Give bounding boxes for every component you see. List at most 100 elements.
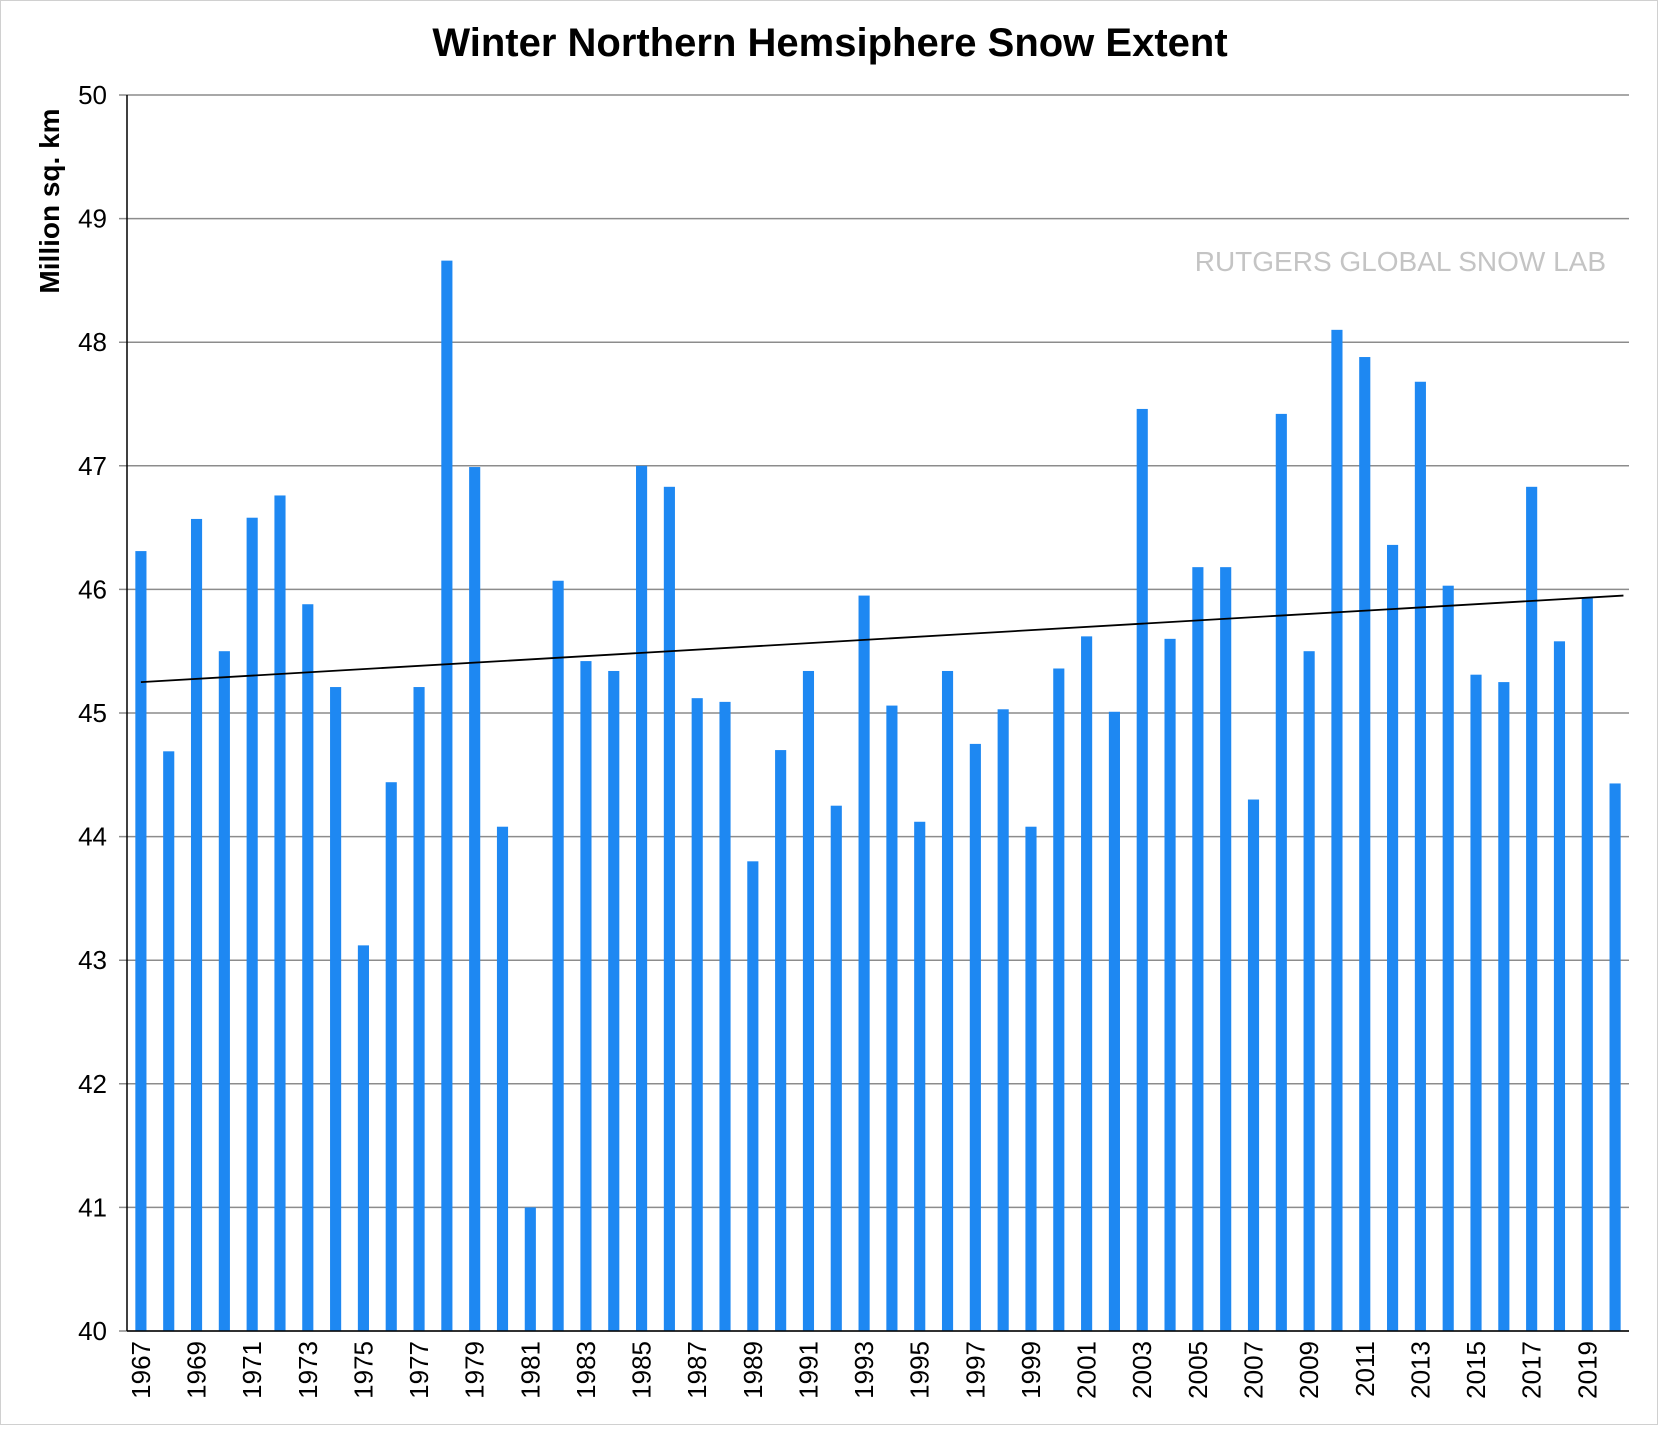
bar-1988 <box>719 701 731 1331</box>
bar-1975 <box>357 945 369 1331</box>
y-tick-label: 46 <box>78 574 107 604</box>
trendline-layer <box>140 594 1624 683</box>
bar-1976 <box>385 782 397 1331</box>
bar-1979 <box>469 467 481 1331</box>
bar-1968 <box>163 751 175 1331</box>
bar-1970 <box>218 651 230 1331</box>
bar-2000 <box>1053 668 1065 1331</box>
x-tick-label: 1969 <box>182 1341 212 1399</box>
trendline <box>140 594 1624 683</box>
bar-1990 <box>775 750 787 1331</box>
x-tick-label: 1983 <box>571 1341 601 1399</box>
bar-2010 <box>1331 329 1343 1332</box>
bar-1969 <box>190 518 203 1331</box>
bar-1993 <box>858 595 870 1331</box>
bar-1977 <box>413 687 425 1331</box>
bar-2009 <box>1303 651 1315 1331</box>
x-tick-label: 2003 <box>1127 1341 1157 1399</box>
bar-1971 <box>246 517 258 1331</box>
bar-2012 <box>1387 544 1399 1331</box>
bar-2020 <box>1609 783 1621 1331</box>
x-tick-label: 2013 <box>1405 1341 1435 1399</box>
x-tick-label: 2015 <box>1461 1341 1491 1399</box>
x-tick-label: 2005 <box>1183 1341 1213 1399</box>
y-axis-label: Million sq. km <box>34 108 65 293</box>
bar-2014 <box>1442 585 1454 1331</box>
y-tick-label: 50 <box>78 80 107 110</box>
x-tick-labels: 1967 1969 1971 1973 1975 1977 1979 1981 1983 1985… <box>126 1341 1602 1399</box>
axes <box>126 95 1629 1332</box>
x-tick-label: 2019 <box>1572 1341 1602 1399</box>
x-tick-label: 1975 <box>348 1341 378 1399</box>
bar-2006 <box>1220 567 1232 1331</box>
bar-2013 <box>1414 381 1426 1331</box>
x-tick-label: 1987 <box>682 1341 712 1399</box>
x-tick-label: 1995 <box>905 1341 935 1399</box>
y-tick-labels: 40 41 42 43 44 45 46 47 48 49 50 <box>78 80 107 1346</box>
x-tick-label: 1981 <box>515 1341 545 1399</box>
bar-1997 <box>969 743 981 1331</box>
bar-2015 <box>1470 674 1482 1331</box>
bar-2001 <box>1081 636 1093 1331</box>
bar-1985 <box>636 465 648 1331</box>
bar-2017 <box>1526 486 1538 1331</box>
bar-1980 <box>496 826 509 1331</box>
bar-2004 <box>1164 638 1176 1331</box>
x-tick-label: 2001 <box>1072 1341 1102 1399</box>
bar-1998 <box>997 709 1009 1331</box>
bar-1992 <box>830 805 842 1331</box>
x-tick-label: 1997 <box>960 1341 990 1399</box>
y-tick-label: 41 <box>78 1192 107 1222</box>
bar-2019 <box>1581 598 1593 1331</box>
bar-1967 <box>135 551 147 1331</box>
x-tick-label: 2017 <box>1517 1341 1547 1399</box>
x-tick-label: 1971 <box>237 1341 267 1399</box>
bar-1987 <box>691 698 703 1331</box>
x-tick-label: 1989 <box>738 1341 768 1399</box>
x-tick-label: 1973 <box>293 1341 323 1399</box>
x-tick-label: 1979 <box>460 1341 490 1399</box>
x-tick-label: 2011 <box>1350 1341 1380 1397</box>
bar-1991 <box>802 670 815 1331</box>
bar-1978 <box>441 260 453 1331</box>
bar-2018 <box>1553 641 1566 1331</box>
x-tick-label: 1985 <box>627 1341 657 1399</box>
x-tick-label: 1977 <box>404 1341 434 1399</box>
bars <box>135 260 1621 1332</box>
y-tick-label: 40 <box>78 1316 107 1346</box>
bar-1982 <box>552 580 564 1331</box>
bar-1995 <box>914 821 926 1331</box>
y-tick-label: 43 <box>78 945 107 975</box>
x-tick-label: 1967 <box>126 1341 156 1399</box>
bar-1983 <box>580 661 592 1331</box>
bar-2002 <box>1108 711 1120 1331</box>
bar-2007 <box>1247 799 1260 1331</box>
bar-1974 <box>330 687 342 1331</box>
bar-2003 <box>1136 408 1148 1332</box>
x-tick-label: 2007 <box>1239 1341 1269 1399</box>
x-tick-label: 1991 <box>793 1341 823 1399</box>
bar-1973 <box>302 604 314 1331</box>
x-tick-label: 2009 <box>1294 1341 1324 1399</box>
watermark-text: RUTGERS GLOBAL SNOW LAB <box>1195 246 1606 277</box>
bar-1996 <box>941 670 954 1331</box>
bar-1981 <box>524 1207 536 1331</box>
x-tick-label: 1999 <box>1016 1341 1046 1399</box>
bar-1972 <box>274 495 286 1331</box>
y-tick-label: 49 <box>78 204 107 234</box>
bar-1986 <box>663 486 675 1331</box>
chart-title: Winter Northern Hemsiphere Snow Extent <box>432 21 1227 65</box>
bar-2011 <box>1359 357 1371 1332</box>
x-tick-label: 1993 <box>849 1341 879 1399</box>
y-tick-label: 47 <box>78 451 107 481</box>
bar-2016 <box>1498 682 1510 1331</box>
y-tick-label: 42 <box>78 1069 107 1099</box>
y-tick-label: 44 <box>78 822 107 852</box>
y-tick-label: 48 <box>78 327 107 357</box>
gridlines <box>119 94 1629 1332</box>
bar-1989 <box>747 861 759 1331</box>
bar-1984 <box>608 670 620 1331</box>
bar-1994 <box>886 705 898 1331</box>
